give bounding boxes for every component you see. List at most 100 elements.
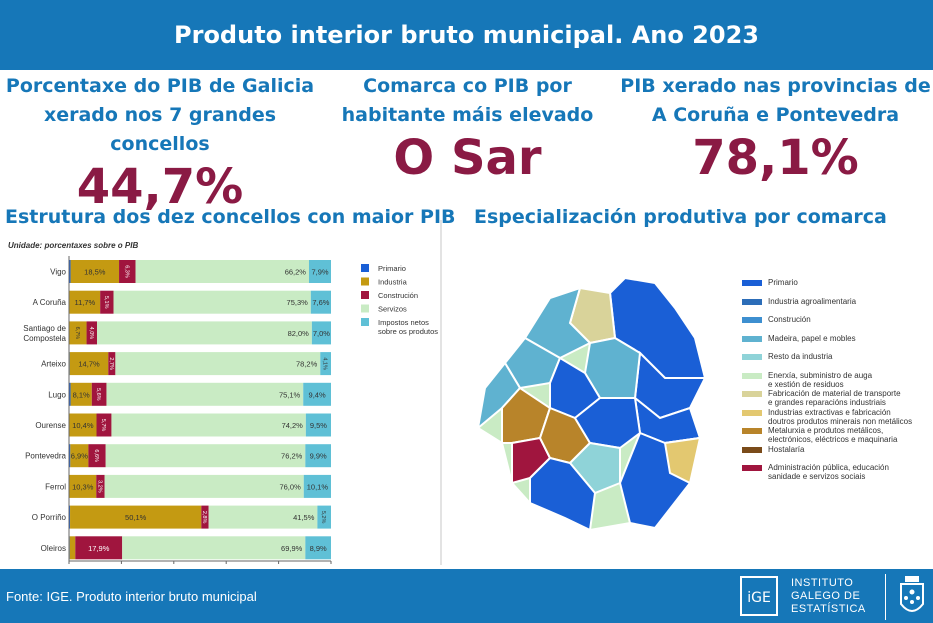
map-legend-item: Primario bbox=[742, 278, 932, 296]
map-legend-item: Construción bbox=[742, 315, 932, 333]
legend-swatch bbox=[361, 318, 369, 326]
kpi-label: Comarca co PIB por habitante máis elevado bbox=[341, 75, 594, 126]
bar-segment bbox=[105, 444, 306, 468]
bar-segment bbox=[96, 474, 105, 498]
title-bar: Produto interior bruto municipal. Ano 20… bbox=[0, 0, 933, 70]
bar-segment bbox=[69, 352, 109, 376]
data-label: 6,7% bbox=[74, 327, 80, 340]
data-label: 41,5% bbox=[293, 513, 315, 522]
data-label: 17,9% bbox=[88, 544, 110, 553]
data-label: 2,7% bbox=[108, 357, 114, 370]
bar-segment bbox=[317, 505, 331, 529]
legend-label: Industria bbox=[378, 278, 408, 287]
data-label: 6,9% bbox=[71, 452, 88, 461]
data-label: 76,2% bbox=[281, 452, 303, 461]
bar-segment bbox=[108, 352, 116, 376]
map-legend-swatch bbox=[742, 428, 762, 434]
category-label: Oleiros bbox=[41, 544, 66, 553]
ige-logo-text: INSTITUTO GALEGO DE ESTATÍSTICA bbox=[791, 577, 866, 616]
bar-segment bbox=[305, 444, 331, 468]
bar-segment bbox=[70, 444, 89, 468]
data-label: 10,1% bbox=[307, 482, 329, 491]
map-legend-swatch bbox=[742, 280, 762, 286]
legend-label: sobre os produtos bbox=[378, 327, 438, 336]
ige-logo-icon: iGE bbox=[740, 576, 778, 616]
map-legend-item: Metalurxia e produtos metálicos, electrón… bbox=[742, 426, 932, 444]
map-legend: Primario Industria agroalimentaria Constru… bbox=[742, 278, 932, 482]
map-legend-swatch bbox=[742, 409, 762, 416]
data-label: 6,6% bbox=[93, 449, 99, 462]
category-label: Arteixo bbox=[41, 360, 66, 369]
logo-line: ESTATÍSTICA bbox=[791, 603, 866, 615]
logo-line: INSTITUTO bbox=[791, 577, 854, 589]
category-label: Pontevedra bbox=[25, 452, 66, 461]
legend-swatch bbox=[361, 304, 369, 313]
bar-segment bbox=[69, 382, 71, 406]
category-label: Ferrol bbox=[45, 482, 66, 491]
category-label: Vigo bbox=[50, 268, 66, 277]
section-title-structure: Estrutura dos dez concellos con maior PI… bbox=[5, 206, 456, 228]
data-label: 4,0% bbox=[88, 327, 94, 340]
map-legend-label: Primario bbox=[768, 278, 798, 287]
bar-segment bbox=[305, 413, 331, 437]
data-label: 7,9% bbox=[311, 268, 328, 277]
footer-separator bbox=[885, 574, 886, 620]
bar-segment bbox=[75, 536, 123, 560]
bar-segment bbox=[201, 505, 209, 529]
bar-segment bbox=[100, 290, 114, 314]
data-label: 9,5% bbox=[310, 421, 327, 430]
bar-segment bbox=[303, 474, 331, 498]
bar-segment bbox=[88, 444, 106, 468]
bar-segment bbox=[97, 321, 312, 345]
kpi-top-comarca: Comarca co PIB por habitante máis elevado… bbox=[315, 72, 620, 186]
legend-swatch bbox=[361, 291, 369, 299]
logo-line: GALEGO DE bbox=[791, 590, 861, 602]
bar-segment bbox=[69, 321, 87, 345]
kpi-galicia-share: Porcentaxe do PIB de Galicia xerado nos 7… bbox=[0, 72, 320, 215]
kpi-label: PIB xerado nas provincias de A Coruña e P… bbox=[620, 75, 931, 126]
data-label: 5,1% bbox=[103, 296, 109, 309]
bar-segment bbox=[69, 260, 71, 283]
map-region bbox=[503, 336, 562, 390]
map-region bbox=[663, 436, 702, 485]
bar-segment bbox=[86, 321, 98, 345]
bar-segment bbox=[320, 352, 331, 376]
data-label: 75,3% bbox=[287, 298, 309, 307]
map-region bbox=[529, 456, 597, 532]
galicia-comarca-map bbox=[450, 268, 740, 553]
legend-swatch bbox=[361, 264, 369, 272]
map-legend-label: Madeira, papel e mobles bbox=[768, 333, 856, 343]
map-legend-item: Industria agroalimentaria bbox=[742, 297, 932, 315]
bar-segment bbox=[70, 382, 92, 406]
data-label: 4,1% bbox=[322, 357, 328, 370]
kpi-value: 44,7% bbox=[76, 159, 244, 215]
map-legend-swatch bbox=[742, 317, 762, 323]
data-label: 5,6% bbox=[95, 388, 101, 401]
bar-segment bbox=[208, 505, 318, 529]
data-label: 9,4% bbox=[309, 390, 326, 399]
bar-segment bbox=[69, 474, 97, 498]
kpi-value: O Sar bbox=[393, 130, 542, 186]
data-label: 7,0% bbox=[313, 329, 330, 338]
map-legend-label: Administración pública, educación sanidad… bbox=[768, 463, 889, 481]
map-legend-item: Enerxía, subministro de auga e xestión de… bbox=[742, 371, 932, 389]
data-label: 75,1% bbox=[279, 390, 301, 399]
map-legend-swatch bbox=[742, 446, 762, 453]
bar-segment bbox=[305, 536, 331, 560]
data-label: 8,1% bbox=[73, 390, 90, 399]
map-legend-swatch bbox=[742, 391, 762, 397]
bar-segment bbox=[308, 260, 331, 283]
map-legend-label: Construción bbox=[768, 315, 811, 324]
legend-label: Construción bbox=[378, 291, 418, 300]
data-label: 66,2% bbox=[285, 268, 307, 277]
category-label: A Coruña bbox=[33, 298, 67, 307]
section-title-specialization: Especialización produtiva por comarca bbox=[474, 206, 887, 228]
data-label: 3,2% bbox=[96, 480, 102, 493]
data-label: 5,2% bbox=[320, 511, 326, 524]
bar-segment bbox=[310, 290, 331, 314]
stacked-bar-chart: Unidade: porcentaxes sobre o PIB Vigo 18,5… bbox=[8, 241, 438, 564]
map-legend-label: Industrias extractivas e fabricación dout… bbox=[768, 407, 913, 426]
data-label: 8,9% bbox=[310, 544, 327, 553]
map-region bbox=[568, 441, 621, 495]
kpi-provinces-share: PIB xerado nas provincias de A Coruña e P… bbox=[618, 72, 933, 186]
